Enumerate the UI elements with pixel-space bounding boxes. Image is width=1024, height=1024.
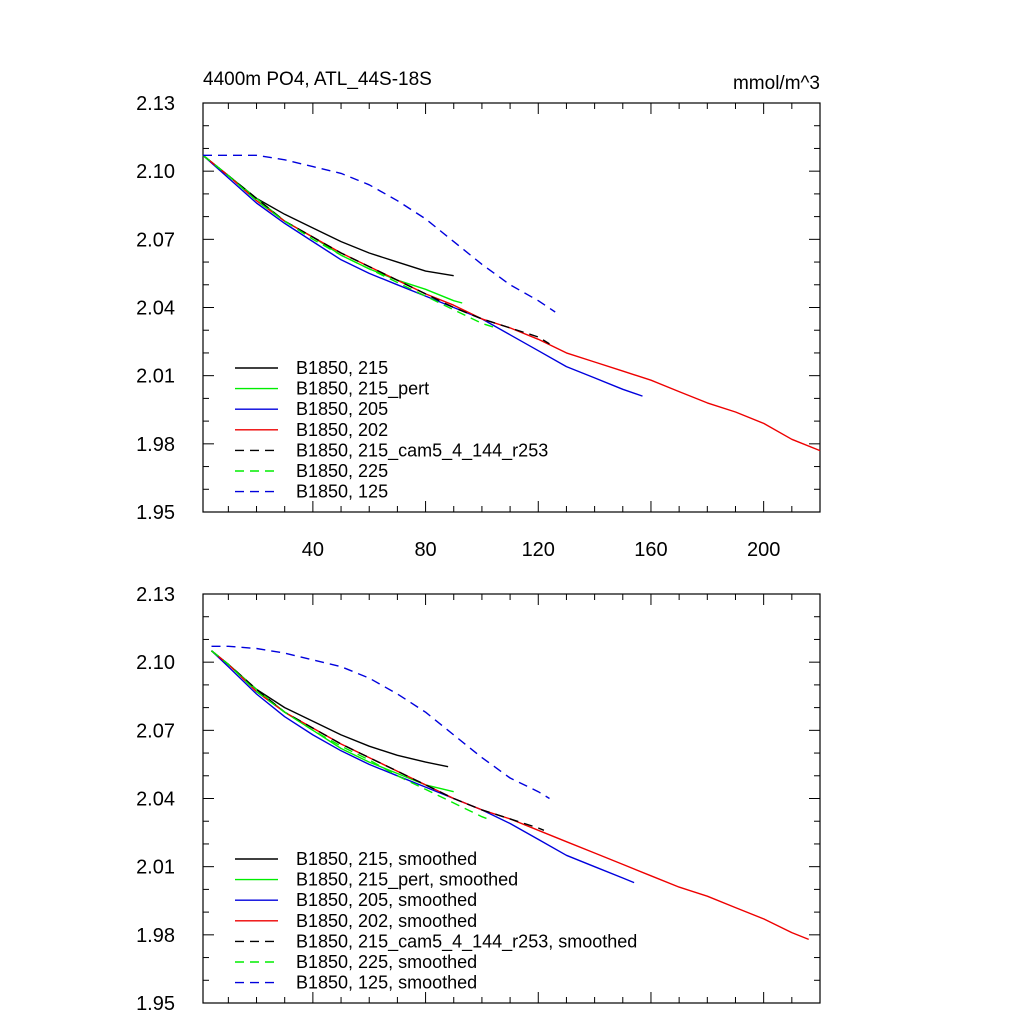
x-tick-label: 120 bbox=[522, 539, 555, 561]
legend-label: B1850, 202, smoothed bbox=[296, 911, 477, 931]
legend-label: B1850, 225, smoothed bbox=[296, 952, 477, 972]
series-line bbox=[211, 650, 488, 820]
top-panel: 40 80 120 160 200 2.13 2.10 2.07 2.04 2.01 1.98 1.9… bbox=[136, 69, 821, 561]
legend-label: B1850, 215_cam5_4_144_r253, smoothed bbox=[296, 931, 637, 952]
x-tick-label: 40 bbox=[302, 539, 324, 561]
y-tick-label: 2.01 bbox=[136, 857, 175, 879]
legend-label: B1850, 125 bbox=[296, 482, 388, 502]
y-tick-label: 2.10 bbox=[136, 652, 175, 674]
series-line bbox=[203, 154, 556, 313]
x-tick-label: 160 bbox=[634, 539, 667, 561]
series-line bbox=[202, 154, 454, 277]
y-tick-label: 1.98 bbox=[136, 925, 175, 947]
y-tick-label: 2.10 bbox=[136, 161, 175, 183]
series-line bbox=[211, 650, 635, 884]
y-tick-label: 2.13 bbox=[136, 93, 175, 115]
y-tick-label: 2.07 bbox=[136, 720, 175, 742]
chart-title: 4400m PO4, ATL_44S-18S bbox=[203, 69, 432, 90]
legend-label: B1850, 215 bbox=[296, 358, 388, 378]
legend-label: B1850, 202 bbox=[296, 420, 388, 440]
series-line bbox=[202, 154, 497, 329]
legend-label: B1850, 215_pert, smoothed bbox=[296, 870, 518, 891]
y-tick-label: 2.07 bbox=[136, 229, 175, 251]
legend-label: B1850, 215_pert bbox=[296, 379, 429, 400]
series-line bbox=[202, 154, 550, 345]
y-tick-label: 2.01 bbox=[136, 366, 175, 388]
series-line bbox=[202, 154, 643, 397]
bottom-panel: 2.13 2.10 2.07 2.04 2.01 1.98 1.95 B1850, 215, … bbox=[136, 584, 821, 1015]
legend-label: B1850, 205, smoothed bbox=[296, 890, 477, 910]
legend-label: B1850, 225 bbox=[296, 461, 388, 481]
units-label: mmol/m^3 bbox=[733, 73, 820, 94]
y-tick-label: 1.95 bbox=[136, 993, 175, 1015]
x-tick-label: 80 bbox=[414, 539, 436, 561]
y-tick-label: 2.04 bbox=[136, 789, 175, 811]
legend-label: B1850, 215_cam5_4_144_r253 bbox=[296, 440, 548, 461]
x-tick-label: 200 bbox=[747, 539, 780, 561]
series-line bbox=[211, 650, 449, 768]
y-tick-label: 1.95 bbox=[136, 502, 175, 524]
series-line bbox=[211, 650, 545, 831]
series-line bbox=[211, 650, 454, 793]
legend-label: B1850, 125, smoothed bbox=[296, 973, 477, 993]
y-tick-label: 2.13 bbox=[136, 584, 175, 606]
series-line bbox=[211, 645, 550, 800]
legend-label: B1850, 205 bbox=[296, 399, 388, 419]
y-tick-label: 1.98 bbox=[136, 434, 175, 456]
legend-label: B1850, 215, smoothed bbox=[296, 849, 477, 869]
y-tick-label: 2.04 bbox=[136, 298, 175, 320]
series-line bbox=[202, 154, 463, 304]
